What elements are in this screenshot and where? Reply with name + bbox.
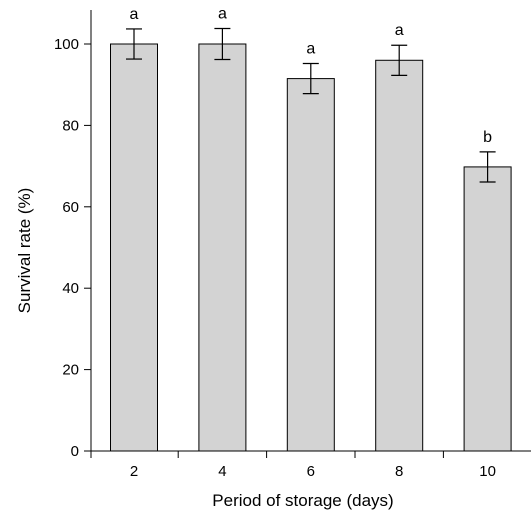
x-ticks: 2 4 6 8 10 [90,451,496,480]
y-tick-label: 40 [62,280,79,297]
significance-label: a [306,41,315,58]
x-tick-label: 10 [479,463,496,480]
axes-layer [90,10,531,452]
significance-label: b [483,129,492,146]
bar [375,59,424,452]
x-tick-label: 6 [307,463,315,480]
bar [110,43,158,452]
x-tick-label: 4 [218,463,226,480]
y-tick-label: 20 [62,362,79,379]
bars-layer: a a a a b [110,6,512,452]
significance-label: a [395,22,404,39]
y-axis-title: Survival rate (%) [15,188,34,314]
bar [198,43,247,452]
y-ticks: 0 20 40 60 80 100 [54,36,91,460]
y-tick-label: 60 [62,199,79,216]
bar [463,166,512,452]
y-tick-label: 80 [62,117,79,134]
significance-label: a [130,6,139,23]
x-axis-title: Period of storage (days) [212,491,393,510]
y-tick-label: 100 [54,36,79,53]
x-tick-label: 2 [130,463,138,480]
x-tick-label: 8 [395,463,403,480]
significance-label: a [218,6,227,23]
y-tick-label: 0 [71,443,79,460]
bar [286,78,335,452]
